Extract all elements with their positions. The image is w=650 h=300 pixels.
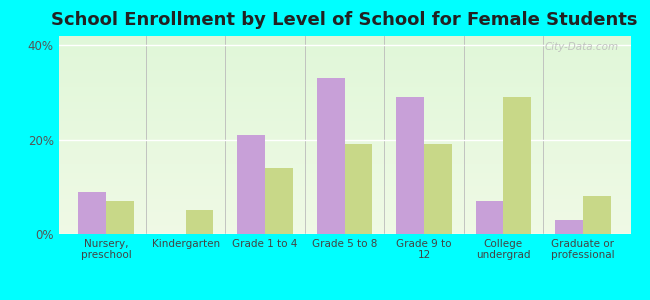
Bar [79, 192, 106, 234]
Bar [476, 201, 503, 234]
Text: City-Data.com: City-Data.com [545, 42, 619, 52]
Bar [424, 144, 452, 234]
Bar [106, 201, 134, 234]
Bar [583, 196, 610, 234]
Bar [317, 78, 345, 234]
Title: School Enrollment by Level of School for Female Students: School Enrollment by Level of School for… [51, 11, 638, 29]
Bar [503, 97, 531, 234]
Bar [344, 144, 372, 234]
Bar [237, 135, 265, 234]
Bar [396, 97, 424, 234]
Bar [265, 168, 293, 234]
Bar [186, 210, 213, 234]
Bar [555, 220, 583, 234]
